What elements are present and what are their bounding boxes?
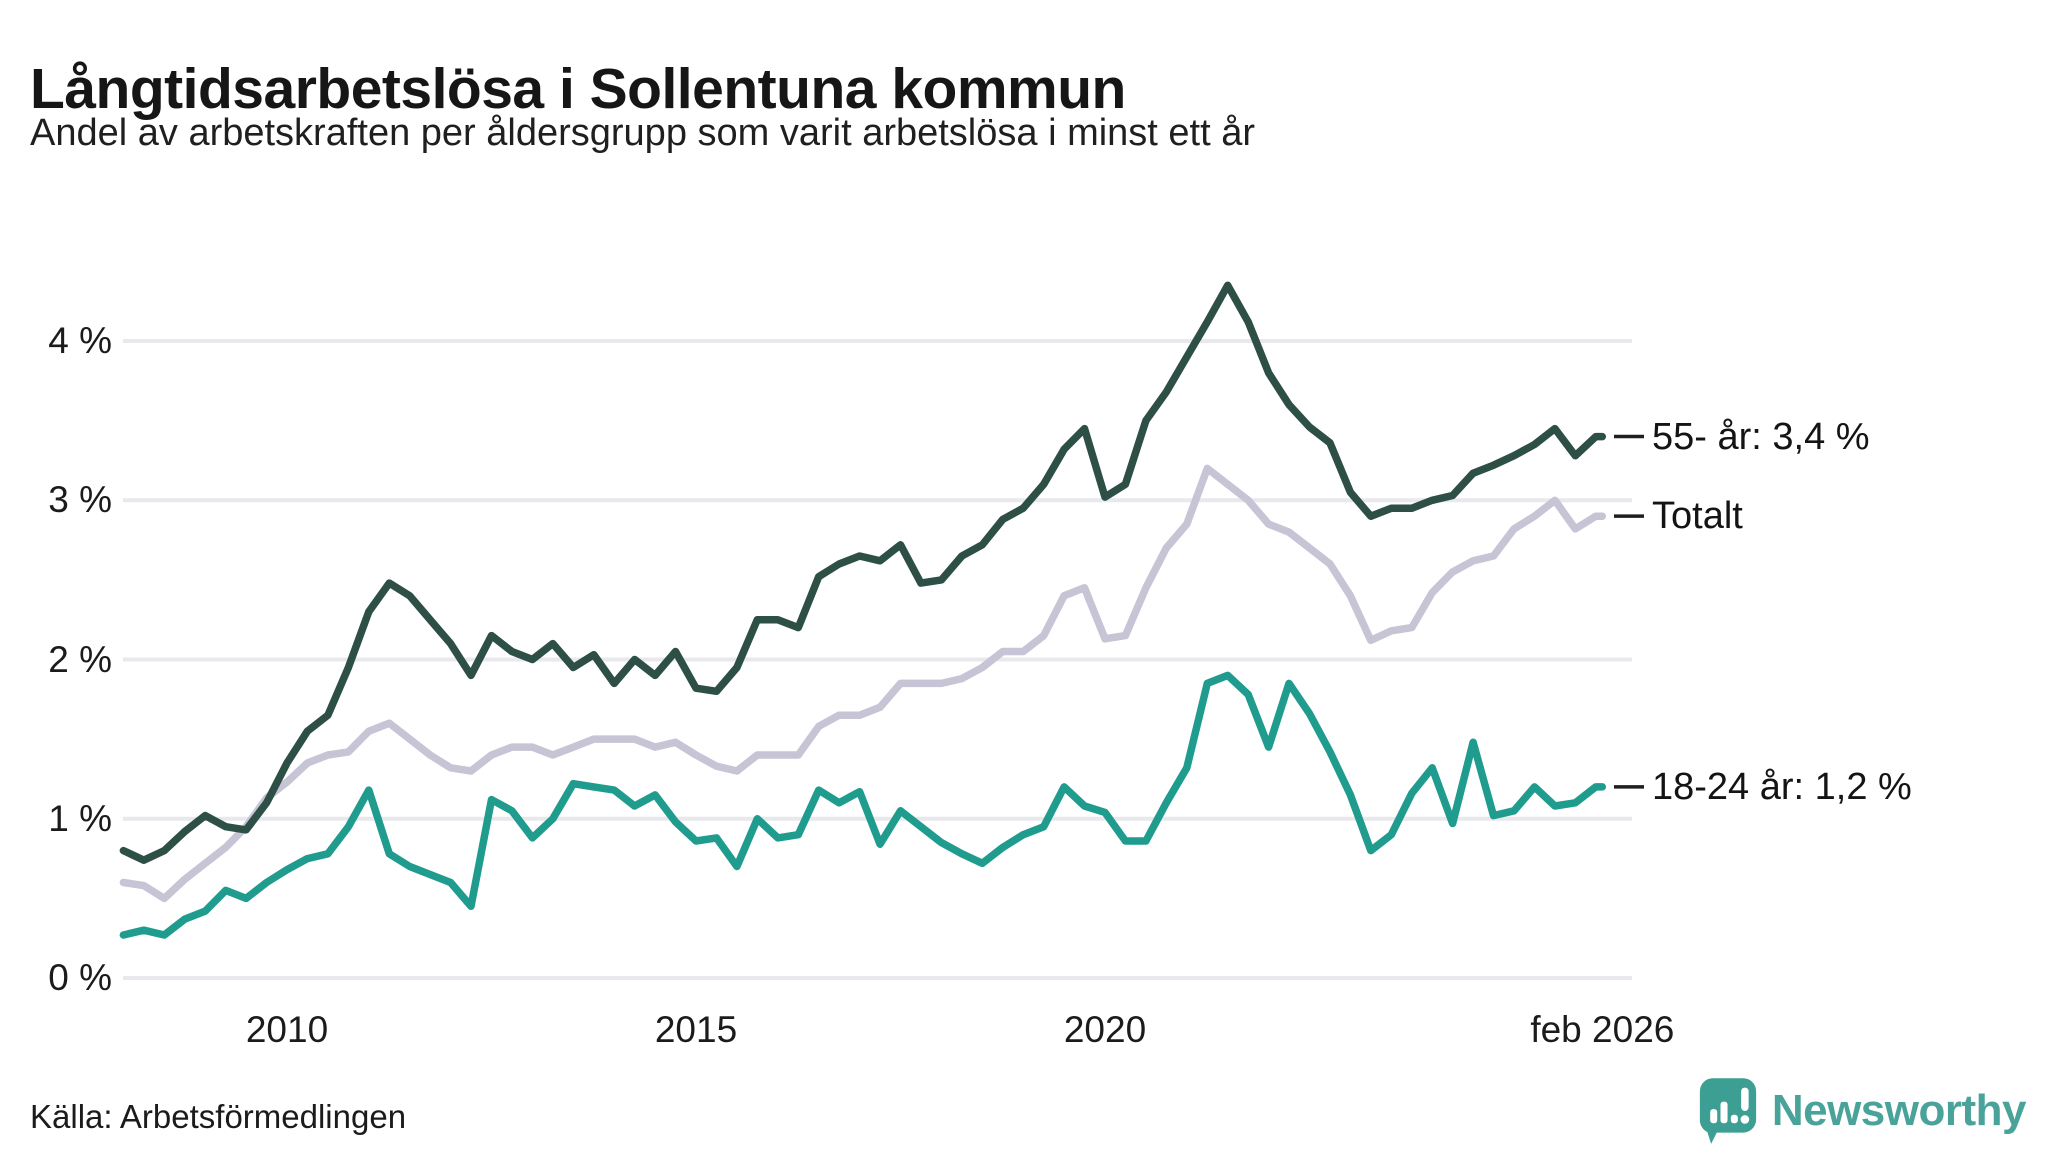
- y-tick-label: 4 %: [48, 320, 112, 361]
- y-tick-label: 2 %: [48, 638, 112, 680]
- y-tick-label: 1 %: [48, 797, 112, 839]
- x-tick-label: 2010: [245, 1009, 329, 1050]
- page-subtitle: Andel av arbetskraften per åldersgrupp s…: [30, 112, 1256, 154]
- newsworthy-logo: Newsworthy: [1698, 1076, 2027, 1146]
- series-label-totalt: Totalt: [1652, 495, 1743, 538]
- series-line-55- år: [119, 281, 1607, 864]
- x-tick-label: 2020: [1063, 1009, 1147, 1050]
- series-line-18-24 år: [119, 671, 1607, 939]
- newsworthy-bubble-chart-icon: [1699, 1078, 1756, 1144]
- page-title: Långtidsarbetslösa i Sollentuna kommun: [30, 57, 1126, 122]
- series-label-18-24-ar: 18-24 år: 1,2 %: [1652, 765, 1912, 808]
- x-tick-label: 2015: [654, 1009, 738, 1050]
- x-tick-label: feb 2026: [1530, 1009, 1675, 1050]
- series-label-55-ar: 55- år: 3,4 %: [1652, 415, 1870, 458]
- source-note: Källa: Arbetsförmedlingen: [30, 1098, 407, 1135]
- y-tick-label: 3 %: [48, 479, 112, 521]
- newsworthy-wordmark: Newsworthy: [1771, 1086, 2027, 1135]
- y-tick-label: 0 %: [48, 957, 112, 998]
- series-line-Totalt: [119, 464, 1607, 903]
